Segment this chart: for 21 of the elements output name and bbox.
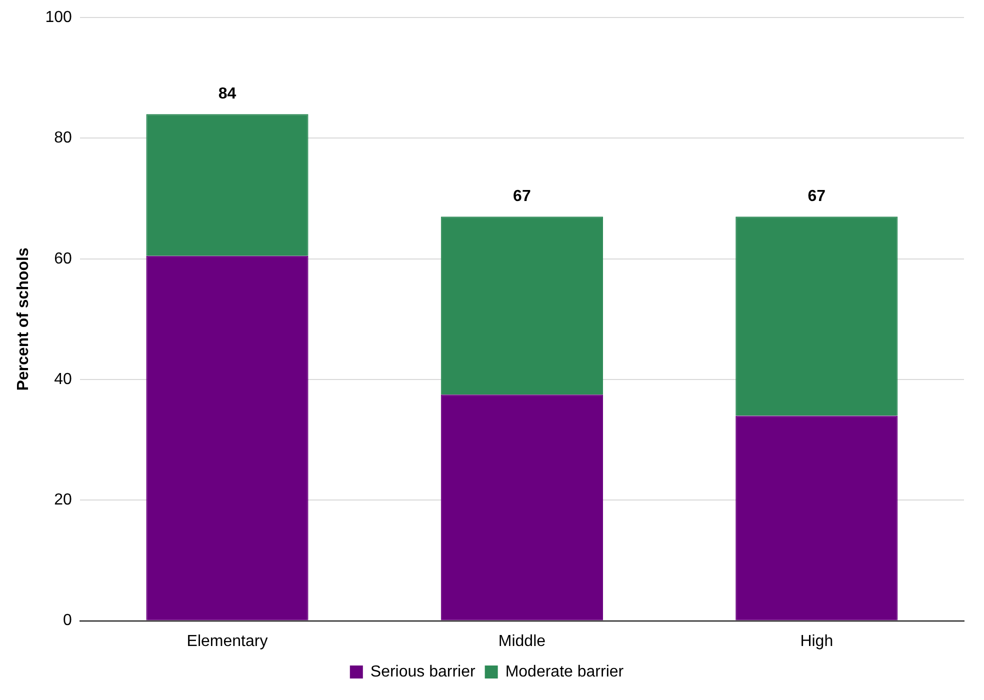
bar: [440, 216, 603, 395]
total-label: 84: [218, 86, 236, 103]
bar: [736, 216, 898, 416]
y-tick-label: 40: [54, 370, 72, 388]
total-label: 67: [513, 188, 531, 206]
bar: [146, 256, 308, 620]
x-tick-label: Elementary: [186, 632, 268, 650]
y-tick-label: 100: [45, 9, 72, 26]
y-tick-label: 20: [54, 492, 72, 509]
x-tick-label: High: [800, 632, 834, 650]
bar: [440, 394, 603, 620]
y-axis-title: Percent of schools: [15, 248, 32, 391]
legend-label: Serious barrier: [370, 663, 476, 680]
y-tick-label: 80: [54, 130, 72, 147]
bar: [736, 416, 898, 620]
y-tick-label: 0: [62, 612, 72, 630]
y-tick-label: 60: [54, 250, 72, 268]
total-label: 67: [808, 188, 826, 206]
x-tick-label: Middle: [498, 632, 546, 650]
bar: [146, 114, 308, 256]
legend-label: Moderate barrier: [505, 663, 624, 680]
